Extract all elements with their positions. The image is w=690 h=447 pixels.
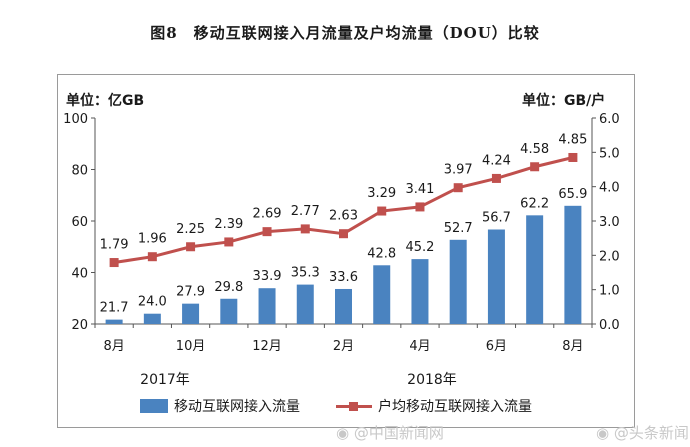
legend-bar-swatch	[140, 399, 168, 413]
bar-value-label: 56.7	[482, 210, 511, 225]
right-axis-tick-label: 5.0	[599, 146, 620, 161]
bar	[258, 288, 276, 324]
right-axis-tick-label: 0.0	[599, 318, 620, 333]
right-axis-tick-label: 2.0	[599, 249, 620, 264]
bar-value-label: 24.0	[138, 295, 167, 310]
bar-value-label: 27.9	[176, 285, 205, 300]
bar-value-label: 35.3	[291, 266, 320, 281]
line-point	[109, 258, 119, 268]
left-axis-tick-label: 40	[71, 267, 88, 282]
line-point	[300, 224, 310, 234]
line-value-label: 3.97	[444, 163, 473, 178]
bar-value-label: 29.8	[214, 280, 243, 295]
bar	[487, 229, 505, 324]
line-point	[377, 206, 387, 216]
x-axis-tick-label: 4月	[409, 339, 430, 354]
right-axis-tick-label: 3.0	[599, 215, 620, 230]
year-label: 2017年	[140, 372, 190, 388]
weibo-icon: ◉	[596, 424, 610, 442]
bar-value-label: 33.9	[253, 269, 282, 284]
left-axis-tick-label: 20	[71, 318, 88, 333]
bar	[335, 288, 352, 324]
bar	[220, 298, 238, 324]
x-axis-tick-label: 6月	[486, 339, 507, 354]
line-point	[224, 237, 234, 247]
bar-value-label: 52.7	[444, 221, 473, 236]
right-axis-unit: 单位：GB/户	[522, 93, 606, 109]
x-axis-tick-label: 8月	[562, 339, 583, 354]
line-point	[339, 229, 348, 239]
line-value-label: 1.96	[138, 232, 167, 247]
line-value-label: 4.85	[558, 132, 587, 147]
left-axis-unit: 单位：亿GB	[66, 93, 145, 109]
bar	[564, 205, 582, 324]
right-axis-tick-label: 1.0	[599, 284, 620, 299]
line-point	[491, 173, 501, 183]
year-label: 2018年	[407, 372, 457, 388]
left-axis-tick-label: 100	[63, 112, 88, 127]
line-point	[415, 202, 425, 212]
line-value-label: 4.24	[482, 153, 511, 168]
line-point	[186, 242, 196, 252]
line-value-label: 3.41	[405, 182, 434, 197]
line-value-label: 2.25	[176, 222, 205, 237]
line-point	[147, 252, 157, 262]
right-axis-tick-label: 6.0	[599, 112, 620, 127]
line-value-label: 2.69	[253, 207, 282, 222]
legend-bar-label: 移动互联网接入流量	[174, 399, 300, 415]
chart-frame	[57, 74, 635, 428]
legend-item-line: 户均移动互联网接入流量	[336, 396, 532, 416]
watermark-1-text: @中国新闻网	[353, 424, 444, 442]
line-value-label: 1.79	[100, 238, 129, 253]
line-point	[262, 227, 272, 237]
bar	[373, 265, 391, 324]
bar-value-label: 42.8	[367, 246, 396, 261]
left-axis-tick-label: 80	[71, 164, 88, 179]
bar	[449, 239, 467, 324]
bar-value-label: 65.9	[558, 187, 587, 202]
weibo-icon: ◉	[336, 424, 350, 442]
legend-item-bar: 移动互联网接入流量	[140, 396, 300, 416]
bar-value-label: 21.7	[100, 301, 129, 316]
bar-value-label: 33.6	[329, 270, 358, 285]
bar	[182, 303, 200, 324]
line-value-label: 3.29	[367, 186, 396, 201]
x-axis-tick-label: 8月	[103, 339, 124, 354]
bar-value-label: 62.2	[520, 196, 549, 211]
watermark-2: ◉ @头条新闻	[596, 422, 689, 443]
line-value-label: 2.77	[291, 204, 320, 219]
line-point	[453, 183, 463, 193]
x-axis-tick-label: 2月	[333, 339, 354, 354]
watermark-2-text: @头条新闻	[613, 424, 689, 442]
watermark-1: ◉ @中国新闻网	[336, 422, 444, 443]
bar	[143, 313, 161, 324]
chart-title: 图8 移动互联网接入月流量及户均流量（DOU）比较	[150, 24, 540, 42]
bar	[411, 259, 429, 324]
line-point	[568, 152, 578, 162]
line-value-label: 4.58	[520, 142, 549, 157]
legend-line-label: 户均移动互联网接入流量	[378, 399, 532, 415]
line-point	[530, 162, 540, 172]
bar	[105, 319, 123, 324]
x-axis-tick-label: 10月	[176, 339, 206, 354]
bar	[296, 284, 314, 324]
left-axis-tick-label: 60	[71, 215, 88, 230]
right-axis-tick-label: 4.0	[599, 181, 620, 196]
line-value-label: 2.63	[329, 209, 358, 224]
bar-value-label: 45.2	[405, 240, 434, 255]
line-value-label: 2.39	[214, 217, 243, 232]
bar	[526, 215, 544, 324]
x-axis-tick-label: 12月	[252, 339, 282, 354]
legend-line-swatch	[336, 399, 372, 413]
